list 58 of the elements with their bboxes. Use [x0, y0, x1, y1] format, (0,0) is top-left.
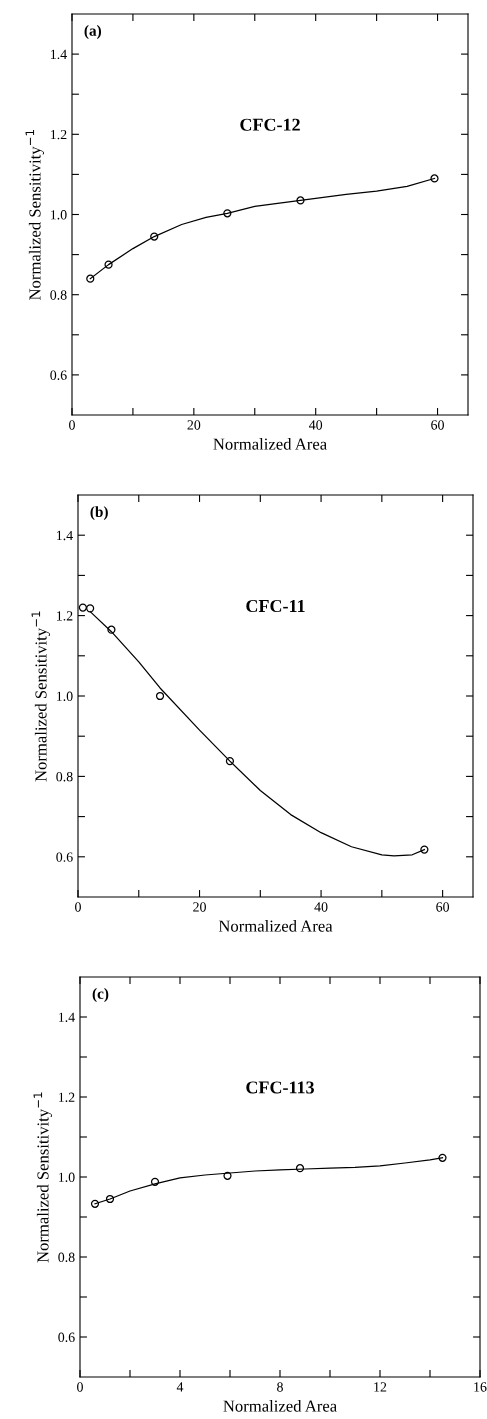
x-axis-title: Normalized Area [213, 438, 327, 450]
x-tick-label: 60 [431, 420, 444, 430]
point [105, 1194, 115, 1204]
y-axis-title: Normalized Sensitivity$^{−1}$ [31, 611, 51, 782]
annotation: CFC-12 [240, 118, 300, 131]
y-axis-title: Normalized Sensitivity$^{−1}$ [33, 1092, 53, 1263]
y-tick-label: 0.6 [58, 1332, 75, 1343]
point [150, 1177, 160, 1186]
x-tick-label: 20 [193, 902, 206, 912]
y-tick-label: 1.2 [51, 129, 67, 140]
point [86, 604, 95, 613]
x-tick-label: 4 [176, 1382, 184, 1392]
y-tick-label: 1.4 [57, 530, 73, 541]
y-tick-label: 1.0 [57, 691, 73, 702]
annotation: (a) [84, 25, 102, 39]
y-tick-label: 1.0 [51, 210, 67, 220]
point [438, 1153, 447, 1162]
y-tick-label: 1.0 [59, 1172, 75, 1183]
point [86, 274, 95, 283]
x-tick-label: 12 [374, 1382, 387, 1392]
point [155, 691, 165, 701]
y-axis-title: Normalized Sensitivity$^{−1}$ [25, 130, 45, 301]
point [104, 260, 113, 269]
point [430, 174, 439, 183]
x-tick-label: 0 [77, 1382, 83, 1392]
x-tick-label: 40 [309, 420, 323, 430]
y-tick-label: 1.4 [59, 1012, 75, 1023]
y-tick-label: 0.8 [58, 1252, 75, 1263]
point [223, 1171, 232, 1180]
point [223, 209, 232, 218]
point [90, 1199, 100, 1208]
y-tick-label: 0.8 [56, 771, 73, 782]
x-tick-label: 40 [314, 902, 328, 912]
y-tick-label: 1.2 [57, 611, 73, 621]
point [420, 845, 429, 854]
y-tick-label: 1.2 [59, 1092, 75, 1103]
point [150, 232, 159, 241]
x-tick-label: 60 [436, 902, 450, 912]
y-tick-label: 0.6 [56, 852, 73, 862]
x-axis-title: Normalized Area [223, 1400, 337, 1412]
x-tick-label: 20 [187, 420, 201, 430]
y-tick-label: 0.6 [50, 370, 67, 380]
x-tick-label: 0 [75, 902, 81, 912]
x-tick-label: 16 [474, 1382, 487, 1392]
annotation: CFC-113 [246, 1081, 314, 1094]
annotation: CFC-11 [246, 599, 305, 613]
annotation: (b) [90, 506, 108, 521]
y-tick-label: 1.4 [51, 49, 67, 60]
annotation: (c) [92, 988, 109, 1002]
point [107, 625, 116, 634]
point [296, 196, 305, 205]
point [78, 603, 87, 612]
x-axis-title: Normalized Area [218, 920, 333, 932]
point [295, 1164, 305, 1173]
y-tick-label: 0.8 [50, 290, 67, 300]
x-tick-label: 8 [277, 1382, 283, 1392]
x-tick-label: 0 [69, 420, 75, 430]
point [225, 757, 235, 766]
